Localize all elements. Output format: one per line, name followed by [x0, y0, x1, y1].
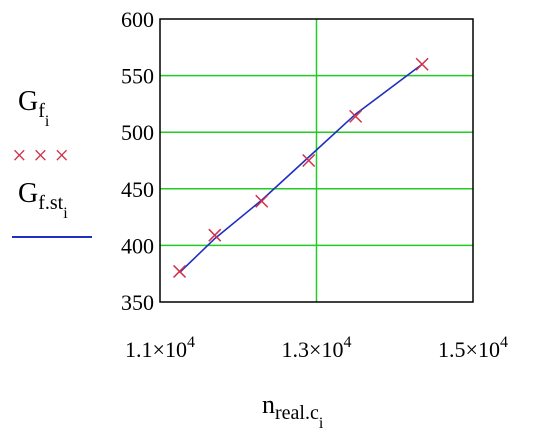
series-2-line	[179, 63, 423, 274]
series-1-point	[415, 57, 429, 71]
x-axis-label-subsub: i	[319, 415, 324, 432]
x-axis-label-sub: real.c	[275, 402, 319, 424]
x-tick-labels: 1.1×104 1.3×104 1.5×104	[125, 334, 508, 362]
y-tick-label: 350	[121, 290, 154, 315]
legend-series-2-label: Gf.sti	[18, 178, 68, 222]
y-tick-label: 450	[121, 177, 154, 202]
y-tick-label: 500	[121, 120, 154, 145]
legend: Gfi × × × Gf.sti	[12, 86, 92, 238]
series-1-point	[349, 109, 363, 123]
y-tick-labels: 350 400 450 500 550 600	[121, 7, 154, 315]
grid	[160, 19, 473, 302]
x-axis-label-main: n	[262, 390, 275, 419]
plot-frame	[159, 18, 474, 303]
y-tick-label: 400	[121, 233, 154, 258]
y-tick-label: 550	[121, 64, 154, 89]
x-tick-label: 1.5×104	[438, 334, 508, 362]
series-layer	[173, 57, 429, 278]
y-tick-label: 600	[121, 7, 154, 32]
series-1-point	[173, 264, 187, 278]
series-1-point	[255, 194, 269, 208]
series-1-point	[302, 153, 316, 168]
series-1-point	[208, 228, 222, 242]
x-tick-label: 1.3×104	[282, 334, 352, 362]
x-axis-label: nreal.ci	[262, 390, 324, 432]
legend-series-1-marker: × × ×	[12, 141, 69, 170]
legend-series-1-label: Gfi	[18, 86, 50, 130]
x-tick-label: 1.1×104	[125, 334, 195, 362]
